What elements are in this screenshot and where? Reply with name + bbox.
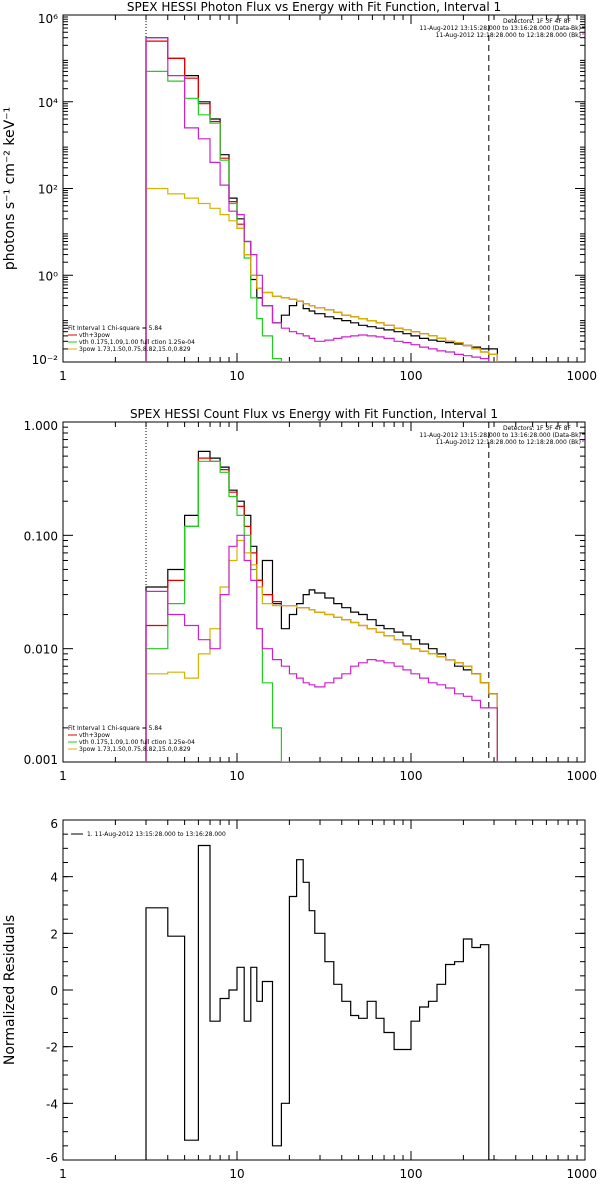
y-tick-label: -4 — [46, 1097, 58, 1111]
series-line-4 — [145, 187, 498, 362]
header-note: 11-Aug-2012 13:15:28.000 to 13:16:28.000… — [419, 432, 581, 439]
x-tick-label: 100 — [400, 369, 423, 383]
x-tick-label: 100 — [400, 1167, 423, 1181]
chart-panel-1: SPEX HESSI Photon Flux vs Energy with Fi… — [2, 0, 597, 383]
chart-title: SPEX HESSI Count Flux vs Energy with Fit… — [130, 407, 498, 421]
y-tick-label: 10² — [38, 183, 58, 197]
y-tick-label: 1.000 — [24, 419, 58, 433]
header-note: 11-Aug-2012 12:18:28.000 to 12:18:28.000… — [436, 439, 581, 446]
chart-panel-3: 1 10 100 1000 -6 -4 -2 0 2 4 6 Normalized Residuals… — [2, 817, 597, 1181]
y-tick-label: 0 — [50, 984, 58, 998]
y-axis-label: Normalized Residuals — [2, 915, 18, 1065]
x-tick-label: 10 — [229, 369, 244, 383]
series-group — [145, 37, 498, 362]
chart-title: SPEX HESSI Photon Flux vs Energy with Fi… — [127, 0, 501, 14]
legend-entry: vth+3pow — [79, 732, 110, 739]
y-tick-label: 0.010 — [24, 643, 58, 657]
legend-entry: vth 0.175,1.09,1.00 full ction 1.25e-04 — [79, 339, 195, 346]
y-tick-label: -2 — [46, 1041, 58, 1055]
series-group — [145, 844, 498, 1160]
x-tick-label: 1 — [59, 1167, 67, 1181]
series-group — [145, 450, 498, 762]
plot-frame — [62, 421, 586, 763]
series-line-3 — [145, 70, 290, 362]
chart-panel-2: SPEX HESSI Count Flux vs Energy with Fit… — [24, 407, 597, 783]
series-line-1 — [145, 450, 498, 762]
y-tick-label: 10⁴ — [38, 96, 58, 110]
x-tick-label: 1 — [59, 369, 67, 383]
y-axis-label: photons s⁻¹ cm⁻² keV⁻¹ — [2, 107, 18, 270]
x-tick-label: 100 — [400, 769, 423, 783]
series-line-5 — [145, 37, 498, 362]
x-tick-label: 10 — [229, 1167, 244, 1181]
y-tick-label: 0.100 — [24, 529, 58, 543]
y-tick-label: 6 — [50, 817, 58, 831]
header-note: Detectors: 1F 3F 4F 8F — [503, 18, 572, 25]
legend-entry: Fit Interval 1 Chi-square = 5.84 — [68, 325, 162, 332]
y-tick-label: 10⁶ — [38, 12, 58, 26]
plot-frame — [62, 819, 586, 1161]
series-line-4 — [145, 539, 498, 762]
y-tick-label: -6 — [46, 1151, 58, 1165]
plot-frame — [62, 14, 586, 363]
y-tick-label: 4 — [50, 871, 58, 885]
legend-entry: 3pow 1.73,1.50,0.75,8.82,15.0,0.829 — [79, 346, 191, 353]
series-line-3 — [145, 460, 290, 762]
legend-entry: Fit Interval 1 Chi-square = 5.84 — [68, 725, 162, 732]
x-tick-label: 1000 — [566, 369, 597, 383]
x-tick-label: 1000 — [566, 769, 597, 783]
header-note: 11-Aug-2012 13:15:28.000 to 13:16:28.000… — [419, 25, 581, 32]
y-tick-label: 10⁻² — [32, 353, 59, 367]
legend-entry: vth+3pow — [79, 332, 110, 339]
x-tick-label: 10 — [229, 769, 244, 783]
header-note: 11-Aug-2012 12:18:28.000 to 12:18:28.000… — [436, 32, 581, 39]
y-tick-label: 2 — [50, 927, 58, 941]
series-line-1 — [145, 844, 498, 1160]
y-tick-label: 10⁰ — [38, 269, 58, 283]
x-tick-label: 1 — [59, 769, 67, 783]
series-line-5 — [145, 534, 498, 762]
y-tick-label: 0.001 — [24, 753, 58, 767]
header-note: Detectors: 1F 3F 4F 8F — [503, 425, 572, 432]
legend-entry: 3pow 1.73,1.50,0.75,8.82,15.0,0.829 — [79, 746, 191, 753]
legend-entry: vth 0.175,1.09,1.00 full ction 1.25e-04 — [79, 739, 195, 746]
x-tick-label: 1000 — [566, 1167, 597, 1181]
legend-entry: 1. 11-Aug-2012 13:15:28.000 to 13:16:28.… — [87, 831, 226, 838]
